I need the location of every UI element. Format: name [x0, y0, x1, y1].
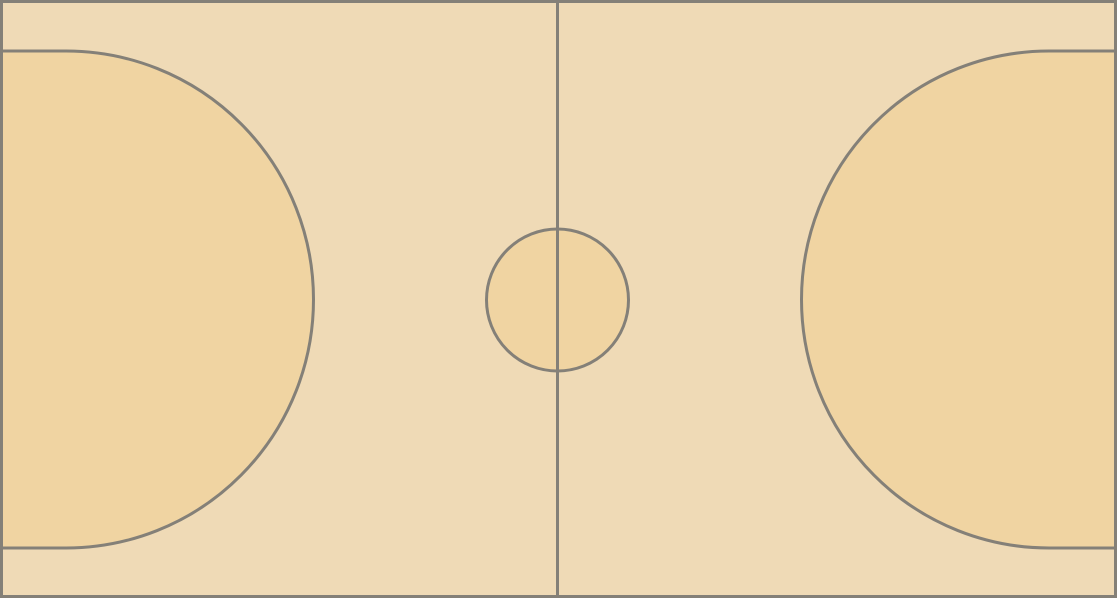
- right-goal-area: [800, 49, 1116, 550]
- left-goal-area: [1, 49, 315, 550]
